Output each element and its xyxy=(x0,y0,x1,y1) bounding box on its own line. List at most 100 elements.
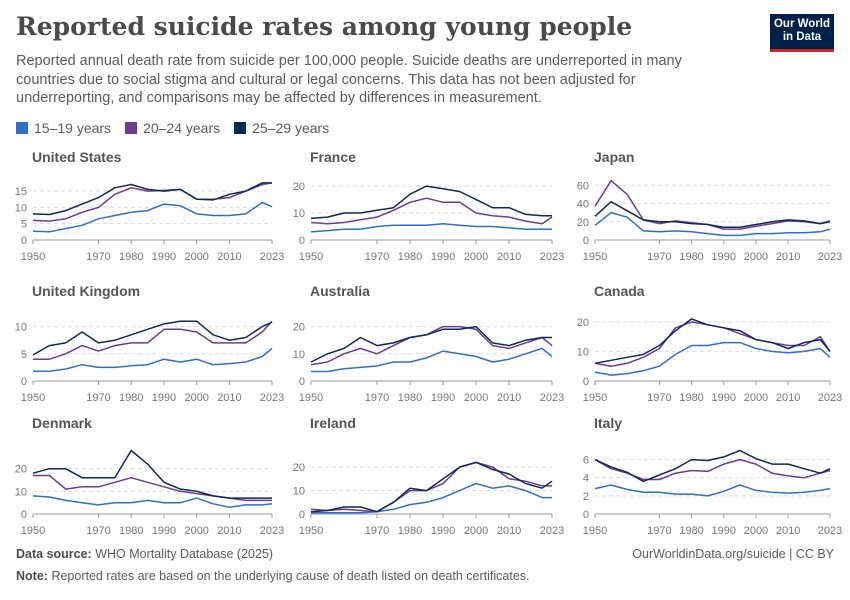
legend-label: 15–19 years xyxy=(34,120,112,136)
y-tick-label: 0 xyxy=(583,235,589,247)
x-tick-label: 1970 xyxy=(365,251,389,263)
panel-title: Denmark xyxy=(32,415,92,431)
y-tick-label: 4 xyxy=(583,473,589,485)
x-tick-label: 1970 xyxy=(365,525,389,537)
x-tick-label: 1980 xyxy=(679,525,703,537)
legend-item-20-24[interactable]: 20–24 years xyxy=(125,120,220,136)
x-tick-label: 1970 xyxy=(86,251,110,263)
y-tick-label: 2 xyxy=(583,491,589,503)
x-tick-label: 1950 xyxy=(299,525,323,537)
source-text[interactable]: WHO Mortality Database (2025) xyxy=(95,547,274,561)
x-tick-label: 2000 xyxy=(184,525,208,537)
series-line-25-29 xyxy=(32,449,272,499)
x-tick-label: 1980 xyxy=(119,392,143,404)
legend-swatch xyxy=(125,122,138,134)
series-line-20-24 xyxy=(594,458,831,481)
owid-logo[interactable]: Our World in Data xyxy=(770,14,834,52)
x-tick-label: 1950 xyxy=(299,392,323,404)
series-line-25-29 xyxy=(594,449,831,483)
series-line-15-19 xyxy=(594,341,831,376)
x-tick-label: 2000 xyxy=(184,392,208,404)
data-source: Data source: WHO Mortality Database (202… xyxy=(16,547,273,561)
series-line-20-24 xyxy=(33,320,273,360)
x-tick-label: 1970 xyxy=(647,525,671,537)
y-tick-label: 0 xyxy=(299,235,305,247)
y-tick-label: 10 xyxy=(15,202,27,214)
x-tick-label: 1980 xyxy=(398,525,422,537)
x-tick-label: 2000 xyxy=(464,525,488,537)
y-tick-label: 20 xyxy=(293,181,305,193)
panel-title: United States xyxy=(32,149,122,165)
y-tick-label: 20 xyxy=(577,217,589,229)
x-tick-label: 1950 xyxy=(21,525,45,537)
x-tick-label: 1990 xyxy=(712,251,736,263)
x-tick-label: 1990 xyxy=(431,392,455,404)
panel-title: United Kingdom xyxy=(32,283,140,299)
x-tick-label: 1990 xyxy=(431,251,455,263)
y-tick-label: 10 xyxy=(293,349,305,361)
series-line-25-29 xyxy=(594,200,831,228)
series-line-20-24 xyxy=(33,474,272,502)
y-tick-label: 20 xyxy=(293,462,305,474)
series-line-25-29 xyxy=(594,318,831,365)
series-line-15-19 xyxy=(32,495,273,508)
series-line-15-19 xyxy=(311,482,552,514)
y-tick-label: 10 xyxy=(293,208,305,220)
panel-title: Australia xyxy=(310,283,370,299)
y-tick-label: 20 xyxy=(15,464,27,476)
y-tick-label: 0 xyxy=(583,509,589,521)
x-tick-label: 2000 xyxy=(464,392,488,404)
x-tick-label: 2000 xyxy=(744,392,768,404)
x-tick-label: 1980 xyxy=(398,392,422,404)
legend-swatch xyxy=(234,122,247,134)
chart-title: Reported suicide rates among young peopl… xyxy=(16,12,633,41)
series-line-15-19 xyxy=(594,484,831,497)
x-tick-label: 1980 xyxy=(679,251,703,263)
legend-label: 20–24 years xyxy=(143,120,221,136)
legend-swatch xyxy=(16,122,28,134)
panel-title: France xyxy=(310,149,356,165)
chart-subtitle: Reported annual death rate from suicide … xyxy=(16,53,682,106)
x-tick-label: 1990 xyxy=(431,525,455,537)
x-tick-label: 2023 xyxy=(260,392,284,404)
x-tick-label: 1950 xyxy=(21,251,45,263)
footnote: Note: Reported rates are based on the un… xyxy=(16,569,530,583)
x-tick-label: 2010 xyxy=(497,392,521,404)
y-tick-label: 5 xyxy=(21,219,27,231)
legend: 15–19 years 20–24 years 25–29 years xyxy=(16,120,329,136)
logo-text: Our World in Data xyxy=(773,18,830,43)
y-tick-label: 10 xyxy=(15,322,27,334)
panel-title: Italy xyxy=(594,415,622,431)
panel-title: Japan xyxy=(594,149,634,165)
y-tick-label: 10 xyxy=(15,486,27,498)
x-tick-label: 1950 xyxy=(21,392,45,404)
x-tick-label: 2000 xyxy=(184,251,208,263)
x-tick-label: 1990 xyxy=(712,392,736,404)
x-tick-label: 2023 xyxy=(540,525,564,537)
x-tick-label: 2010 xyxy=(217,251,241,263)
x-tick-label: 2023 xyxy=(260,525,284,537)
x-tick-label: 1990 xyxy=(712,525,736,537)
series-line-25-29 xyxy=(32,182,272,216)
series-line-15-19 xyxy=(310,223,552,233)
series-line-20-24 xyxy=(594,179,831,230)
y-tick-label: 0 xyxy=(21,376,27,388)
legend-item-15-19[interactable]: 15–19 years xyxy=(16,120,111,136)
x-tick-label: 1990 xyxy=(152,392,176,404)
x-tick-label: 1950 xyxy=(583,251,607,263)
owid-url[interactable]: OurWorldinData.org/suicide | CC BY xyxy=(632,547,834,561)
x-tick-label: 1950 xyxy=(583,525,607,537)
note-label: Note: xyxy=(16,569,48,583)
legend-item-25-29[interactable]: 25–29 years xyxy=(234,120,329,136)
x-tick-label: 2010 xyxy=(217,525,241,537)
panel-title: Ireland xyxy=(310,415,356,431)
series-line-25-29 xyxy=(310,325,552,363)
legend-label: 25–29 years xyxy=(252,120,330,136)
note-text: Reported rates are based on the underlyi… xyxy=(51,569,530,583)
x-tick-label: 1970 xyxy=(647,251,671,263)
series-line-20-24 xyxy=(310,461,552,513)
source-label: Data source: xyxy=(16,547,92,561)
y-tick-label: 0 xyxy=(583,376,589,388)
y-tick-label: 10 xyxy=(577,346,589,358)
series-line-15-19 xyxy=(32,201,273,233)
